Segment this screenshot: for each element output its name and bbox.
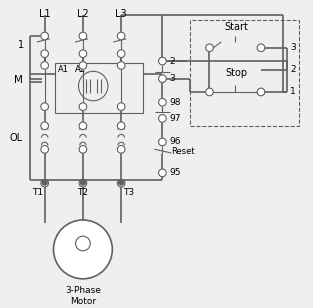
Circle shape bbox=[159, 75, 166, 83]
Circle shape bbox=[159, 138, 166, 146]
Text: M: M bbox=[14, 75, 23, 85]
Circle shape bbox=[79, 103, 87, 111]
Circle shape bbox=[79, 50, 87, 58]
Bar bbox=[55, 63, 143, 112]
Circle shape bbox=[117, 32, 125, 40]
Circle shape bbox=[257, 44, 265, 52]
Circle shape bbox=[41, 179, 49, 187]
Circle shape bbox=[41, 50, 49, 58]
Text: 3-Phase
Motor: 3-Phase Motor bbox=[65, 286, 101, 306]
Circle shape bbox=[79, 145, 87, 153]
Text: T1: T1 bbox=[32, 188, 43, 197]
Circle shape bbox=[117, 50, 125, 58]
Circle shape bbox=[118, 179, 125, 186]
Text: 95: 95 bbox=[170, 168, 181, 177]
Text: 98: 98 bbox=[170, 98, 181, 107]
Circle shape bbox=[257, 88, 265, 96]
Text: T2: T2 bbox=[77, 188, 88, 197]
Circle shape bbox=[159, 57, 166, 65]
Text: A1: A1 bbox=[58, 65, 69, 74]
Circle shape bbox=[79, 122, 87, 130]
Circle shape bbox=[79, 32, 87, 40]
Circle shape bbox=[159, 99, 166, 106]
Text: 2: 2 bbox=[290, 65, 296, 74]
Text: L3: L3 bbox=[115, 9, 127, 19]
Circle shape bbox=[206, 44, 213, 52]
Text: 97: 97 bbox=[170, 114, 181, 123]
Circle shape bbox=[41, 122, 49, 130]
Circle shape bbox=[117, 62, 125, 69]
Circle shape bbox=[54, 220, 112, 279]
Text: L1: L1 bbox=[39, 9, 50, 19]
Text: 2: 2 bbox=[170, 57, 175, 66]
Circle shape bbox=[41, 62, 49, 69]
Circle shape bbox=[41, 145, 49, 153]
Circle shape bbox=[41, 32, 49, 40]
Circle shape bbox=[75, 236, 90, 251]
Text: Stop: Stop bbox=[225, 68, 247, 78]
Circle shape bbox=[159, 115, 166, 122]
Text: Start: Start bbox=[224, 22, 248, 32]
Text: 1: 1 bbox=[290, 87, 296, 96]
Text: 96: 96 bbox=[170, 137, 181, 147]
Circle shape bbox=[117, 103, 125, 111]
Circle shape bbox=[79, 62, 87, 69]
Circle shape bbox=[41, 103, 49, 111]
Circle shape bbox=[206, 88, 213, 96]
Text: 3: 3 bbox=[170, 74, 176, 83]
Circle shape bbox=[117, 122, 125, 130]
Circle shape bbox=[117, 145, 125, 153]
Text: 3: 3 bbox=[290, 43, 296, 52]
Circle shape bbox=[80, 179, 86, 186]
Text: Reset: Reset bbox=[171, 147, 195, 156]
Circle shape bbox=[41, 179, 48, 186]
Text: L2: L2 bbox=[77, 9, 89, 19]
Text: T3: T3 bbox=[123, 188, 134, 197]
Text: 1: 1 bbox=[18, 40, 24, 50]
Circle shape bbox=[117, 179, 125, 187]
Bar bbox=[190, 20, 299, 126]
Text: A2: A2 bbox=[74, 65, 85, 74]
Circle shape bbox=[79, 179, 87, 187]
Circle shape bbox=[159, 169, 166, 177]
Text: OL: OL bbox=[9, 132, 23, 143]
